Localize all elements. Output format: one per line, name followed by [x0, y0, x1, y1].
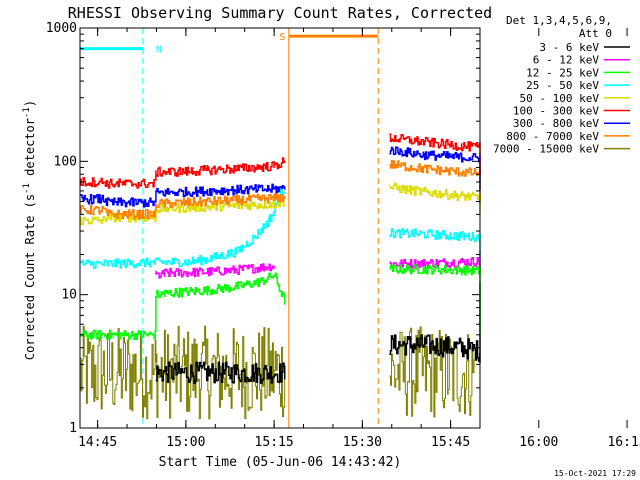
y-tick-label: 1 [69, 421, 77, 436]
legend-header-line: Det 1,3,4,5,6,9, [506, 14, 612, 27]
legend-entry-label: 50 - 100 keV [520, 92, 600, 105]
night-flag-label: N [156, 45, 162, 56]
series-line-25-50-kev [80, 187, 286, 270]
legend-header-line: Att 0 [579, 27, 612, 40]
series-line-100-300-kev [80, 157, 286, 189]
x-axis-label: Start Time (05-Jun-06 14:43:42) [159, 455, 402, 470]
legend-entry-label: 12 - 25 keV [526, 66, 599, 79]
footer-date: 15-Oct-2021 17:29 [554, 469, 636, 478]
series-line-3-6-kev [155, 361, 286, 384]
chart-title: RHESSI Observing Summary Count Rates, Co… [68, 4, 492, 22]
series-line-12-25-kev [80, 272, 286, 341]
series-line-800-7000-kev [80, 192, 286, 220]
series-line-50-100-kev [389, 182, 481, 213]
x-tick-label: 15:15 [255, 435, 294, 450]
plot-frame [79, 27, 481, 429]
plot-area: NS [79, 28, 481, 428]
y-tick-label: 100 [54, 154, 77, 169]
series-line-7000-15000-kev [80, 325, 286, 420]
series-line-3-6-kev [389, 282, 481, 364]
saa-flag-label: S [279, 32, 285, 43]
axes: 14:45 15:00 15:15 15:30 15:45 16:00 16:15 1 10 10… [46, 21, 640, 450]
x-tick-label: 16:15 [607, 435, 640, 450]
legend-entry-label: 6 - 12 keV [533, 54, 600, 67]
series-line-25-50-kev [389, 227, 481, 263]
legend-entry-label: 3 - 6 keV [539, 41, 599, 54]
legend-entry-label: 7000 - 15000 keV [493, 143, 599, 156]
y-tick-label: 1000 [46, 21, 77, 36]
x-tick-label: 14:45 [78, 435, 117, 450]
legend-entry-label: 300 - 800 keV [513, 117, 599, 130]
x-tick-label: 15:30 [343, 435, 382, 450]
x-tick-label: 15:00 [166, 435, 205, 450]
legend-entry-label: 25 - 50 keV [526, 79, 599, 92]
x-tick-label: 16:00 [519, 435, 558, 450]
x-tick-label: 15:45 [431, 435, 470, 450]
legend-entry-label: 800 - 7000 keV [506, 130, 599, 143]
series-line-300-800-kev [80, 183, 286, 208]
y-axis-label: Corrected Count Rate (s-1 detector-1) [22, 100, 37, 360]
series-line-6-12-kev [155, 263, 275, 279]
series-line-12-25-kev [389, 264, 481, 334]
legend-entry-label: 100 - 300 keV [513, 105, 599, 118]
y-tick-label: 10 [61, 288, 77, 303]
